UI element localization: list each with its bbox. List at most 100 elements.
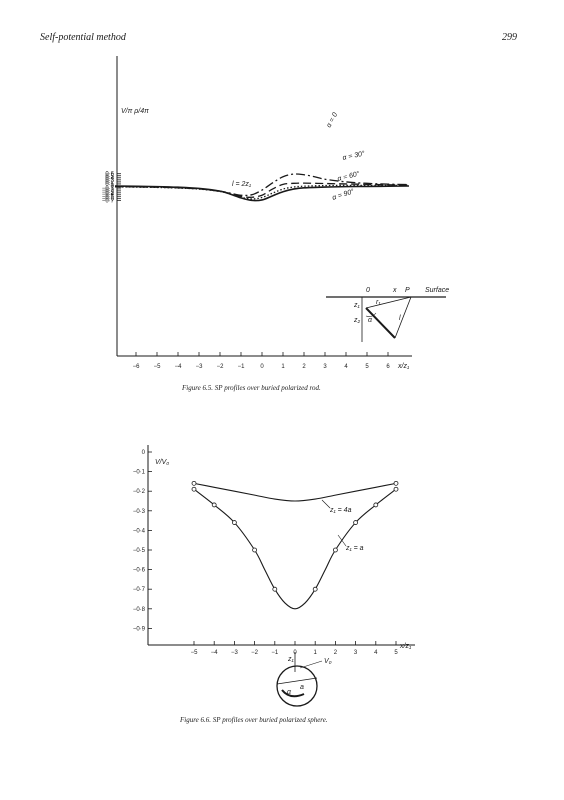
inset-r2-line — [394, 296, 412, 339]
figure-6-6-caption: Figure 6.6. SP profiles over buried pola… — [180, 716, 328, 724]
y-tick-label: 0·3 — [105, 178, 114, 184]
y-tick-label: −0·4 — [133, 528, 146, 534]
inset-label-origin: 0 — [366, 287, 370, 294]
series-line-1 — [193, 482, 397, 502]
y-axis-label: V/V₀ — [155, 459, 169, 466]
inset-v0-leader — [299, 660, 323, 669]
y-tick-label: 0·5 — [105, 174, 114, 180]
inset-rod — [365, 307, 396, 339]
x-tick-label: −4 — [211, 650, 219, 656]
figure-6-5-caption: Figure 6.5. SP profiles over buried pola… — [182, 384, 321, 392]
x-tick-label: 2 — [302, 364, 306, 370]
y-tick-label: −0·4 — [102, 192, 115, 198]
y-tick-label: 0·6 — [105, 172, 114, 178]
inset-r1-line — [365, 296, 412, 309]
x-tick-label: 2 — [334, 650, 338, 656]
running-head: Self-potential method — [40, 32, 126, 43]
inset-label-z2: z₂ — [353, 317, 361, 324]
inset-label-surface: Surface — [425, 287, 449, 294]
x-tick-label: 1 — [281, 364, 285, 370]
x-tick-label: −5 — [154, 364, 162, 370]
series-label-1: z₁ = 4a — [329, 507, 352, 514]
inset-label-z1: z₁ — [287, 656, 295, 663]
data-point-marker — [353, 520, 359, 525]
series-line-4 — [114, 185, 410, 202]
y-tick-label: 0·4 — [105, 176, 114, 182]
x-tick-label: −3 — [231, 650, 239, 656]
x-tick-label: −5 — [191, 650, 199, 656]
y-tick-label: −0·6 — [102, 196, 115, 202]
x-axis-label: x/z₁ — [397, 363, 410, 370]
y-tick-label: −0·5 — [133, 548, 146, 554]
x-tick-label: −1 — [238, 364, 246, 370]
data-point-marker — [272, 586, 278, 592]
inset-polarized-shading — [281, 689, 305, 698]
y-tick-label: −0·5 — [102, 194, 115, 200]
y-tick-label: 0 — [111, 184, 115, 190]
inset-sphere — [276, 665, 318, 707]
data-point-marker — [252, 547, 258, 553]
data-point-marker — [393, 486, 399, 492]
inset-label-v0: V₀ — [324, 658, 332, 665]
series-label-2: z₁ = a — [345, 545, 364, 552]
y-tick-label: −0·1 — [133, 470, 146, 476]
x-tick-label: 4 — [344, 364, 348, 370]
data-point-marker — [332, 547, 338, 553]
x-tick-label: 1 — [314, 650, 318, 656]
inset-label-l: l — [399, 315, 401, 322]
y-tick-label: −0·2 — [102, 188, 115, 194]
y-tick-label: −0·9 — [133, 626, 146, 632]
series-label-leader-1 — [321, 499, 331, 509]
x-tick-label: 3 — [323, 364, 327, 370]
y-axis-label: V/π ρ/4π — [121, 108, 149, 115]
y-tick-label: −0·2 — [133, 489, 146, 495]
y-tick-label: −0·3 — [133, 509, 146, 515]
y-tick-label: −0·6 — [133, 568, 146, 574]
x-tick-label: −4 — [175, 364, 183, 370]
y-tick-label: −0·3 — [102, 190, 115, 196]
x-axis-label: x/z₁ — [399, 643, 412, 650]
series-line-1 — [114, 173, 410, 197]
inset-label-x: x — [392, 287, 397, 294]
y-tick-label: 0 — [142, 450, 146, 456]
x-tick-label: 5 — [394, 650, 398, 656]
data-point-marker — [211, 502, 217, 508]
inset-label-alpha: α — [287, 689, 292, 696]
inset-label-point: P — [405, 287, 410, 294]
y-tick-label: −0·8 — [133, 607, 146, 613]
inset-label-a: a — [300, 684, 304, 691]
x-tick-label: −3 — [196, 364, 204, 370]
x-tick-label: −2 — [217, 364, 225, 370]
series-line-3 — [114, 184, 410, 200]
inset-label-r1: r₁ — [376, 299, 381, 306]
inset-polarization-axis — [276, 677, 318, 685]
data-point-marker — [312, 586, 318, 592]
y-tick-label: 0·1 — [105, 182, 114, 188]
data-point-marker — [393, 480, 399, 486]
y-tick-label: 0·2 — [105, 180, 114, 186]
series-line-2 — [193, 488, 397, 610]
data-point-marker — [191, 480, 197, 486]
inset-label-z1: z₁ — [353, 302, 361, 309]
x-tick-label: 0 — [260, 364, 264, 370]
inset-angle-arc — [365, 312, 377, 317]
x-tick-label: −6 — [133, 364, 141, 370]
x-tick-label: −2 — [251, 650, 259, 656]
curve-parameter-label: l = 2z₁ — [232, 181, 252, 188]
inset-label-alpha: α — [368, 317, 373, 324]
x-tick-label: 4 — [374, 650, 378, 656]
series-label-leader-2 — [337, 534, 347, 547]
y-tick-label: −0·1 — [102, 186, 115, 192]
y-tick-label: −0·7 — [102, 198, 115, 204]
x-tick-label: −1 — [271, 650, 279, 656]
data-point-marker — [191, 486, 197, 492]
data-point-marker — [231, 520, 237, 525]
x-tick-label: 6 — [386, 364, 390, 370]
y-tick-label: −0·7 — [133, 587, 146, 593]
data-point-marker — [373, 502, 379, 508]
x-tick-label: 3 — [354, 650, 358, 656]
x-tick-label: 5 — [365, 364, 369, 370]
page-number: 299 — [502, 32, 517, 43]
